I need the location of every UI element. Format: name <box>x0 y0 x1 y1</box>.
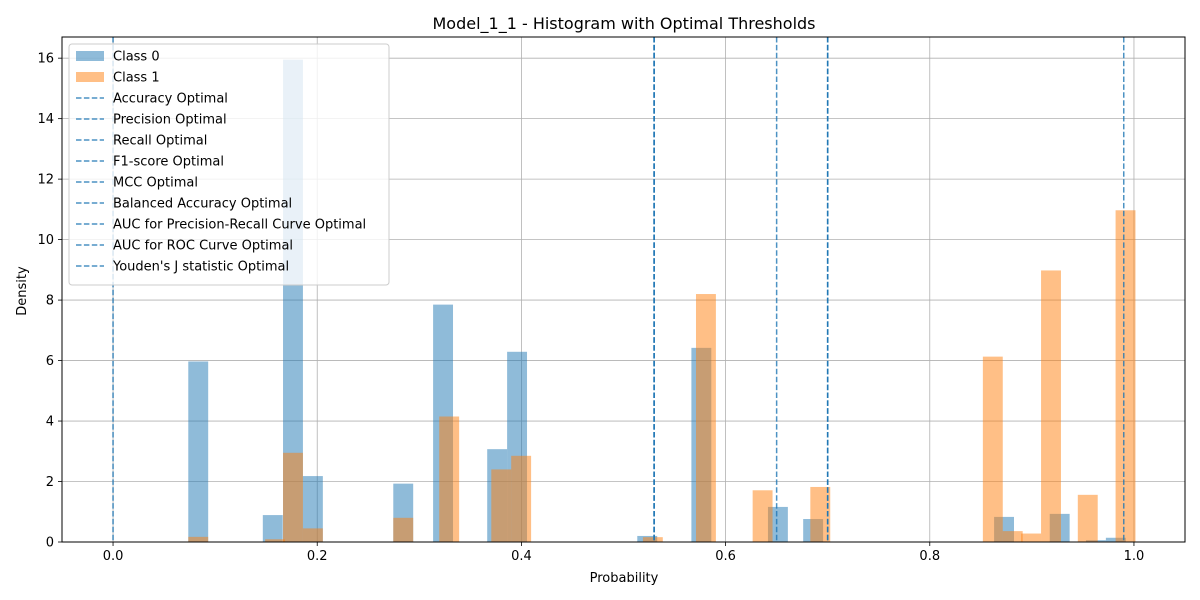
y-axis-label: Density <box>15 266 30 316</box>
class-1-bar <box>642 537 663 542</box>
class-0-bar <box>262 515 283 542</box>
legend-label: F1-score Optimal <box>113 155 224 170</box>
class-1-bar <box>810 486 831 542</box>
class-1-bar <box>1115 210 1136 542</box>
legend: Class 0 Class 1 Accuracy Optimal Precision … <box>68 43 390 286</box>
legend-label: Recall Optimal <box>113 134 207 149</box>
x-axis-ticks: 0.0 0.2 0.4 0.6 0.8 1.0 <box>103 542 1145 564</box>
class-1-bar <box>752 490 773 542</box>
x-tick-label: 0.0 <box>103 549 124 564</box>
y-tick-label: 0 <box>46 536 54 551</box>
legend-swatch <box>76 72 104 82</box>
class-1-bars <box>188 210 1136 542</box>
class-1-bar <box>1077 494 1098 542</box>
legend-label: Class 1 <box>113 71 160 86</box>
class-1-bar <box>1041 270 1061 542</box>
chart-title: Model_1_1 - Histogram with Optimal Thres… <box>432 14 815 34</box>
x-tick-label: 0.2 <box>307 549 328 564</box>
legend-label: AUC for ROC Curve Optimal <box>113 239 293 254</box>
y-tick-label: 4 <box>46 415 54 430</box>
y-tick-label: 6 <box>46 354 54 369</box>
legend-label: Youden's J statistic Optimal <box>112 260 289 275</box>
legend-swatch <box>76 51 104 61</box>
class-1-bar <box>265 539 286 542</box>
y-tick-label: 12 <box>37 173 54 188</box>
y-tick-label: 14 <box>37 112 54 127</box>
legend-label: Precision Optimal <box>113 113 227 128</box>
x-tick-label: 0.8 <box>919 549 940 564</box>
x-tick-label: 0.4 <box>511 549 532 564</box>
class-1-bar <box>1002 531 1023 542</box>
class-1-bar <box>302 528 323 542</box>
class-1-bar <box>491 469 512 542</box>
class-1-bar <box>283 452 303 542</box>
legend-label: MCC Optimal <box>113 176 198 191</box>
x-tick-label: 1.0 <box>1124 549 1145 564</box>
class-1-bar <box>439 416 460 542</box>
legend-box <box>68 43 390 286</box>
threshold-lines <box>112 37 1125 542</box>
y-tick-label: 8 <box>46 294 54 309</box>
y-tick-label: 16 <box>37 52 54 67</box>
legend-label: AUC for Precision-Recall Curve Optimal <box>113 218 366 233</box>
legend-label: Accuracy Optimal <box>113 92 228 107</box>
y-tick-label: 2 <box>46 475 54 490</box>
legend-label: Balanced Accuracy Optimal <box>113 197 292 212</box>
class-1-bar <box>393 517 414 542</box>
legend-label: Class 0 <box>113 50 160 65</box>
y-axis-ticks: 0 2 4 6 8 10 12 14 16 <box>37 52 62 551</box>
plot-frame <box>61 36 1186 543</box>
class-1-bar <box>188 536 209 542</box>
class-1-bar <box>695 294 716 542</box>
class-0-bar <box>767 506 788 542</box>
class-1-bar <box>511 455 532 542</box>
y-tick-label: 10 <box>37 233 54 248</box>
class-1-bar <box>982 356 1003 542</box>
class-0-bar <box>302 476 323 542</box>
class-1-bar <box>1021 533 1042 542</box>
x-tick-label: 0.6 <box>715 549 736 564</box>
x-axis-label: Probability <box>590 571 659 586</box>
class-0-bar <box>188 361 209 542</box>
